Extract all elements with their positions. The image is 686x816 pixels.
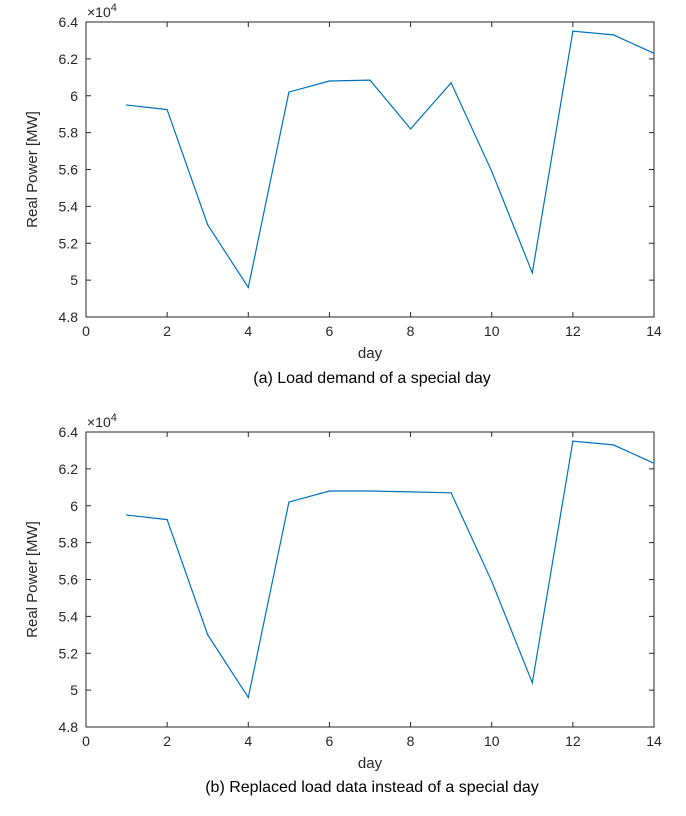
- data-point: [572, 30, 574, 32]
- data-point: [450, 492, 452, 494]
- data-point: [125, 104, 128, 106]
- x-tick-label: 12: [565, 733, 581, 749]
- plot-area-box: [85, 431, 655, 728]
- data-point: [369, 490, 371, 492]
- y-tick-label: 6.2: [59, 51, 79, 67]
- data-point: [247, 696, 249, 699]
- figure-caption: (a) Load demand of a special day: [253, 370, 490, 387]
- data-point: [369, 79, 371, 81]
- y-tick-label: 5.8: [59, 535, 79, 551]
- data-point: [572, 440, 574, 442]
- data-point: [491, 170, 493, 172]
- x-tick-label: 8: [407, 733, 415, 749]
- y-tick-label: 4.8: [59, 719, 79, 735]
- data-point: [247, 286, 249, 289]
- data-point: [166, 108, 168, 111]
- figure-caption: (b) Replaced load data instead of a spec…: [205, 779, 539, 796]
- data-point: [531, 272, 533, 274]
- data-point: [207, 634, 209, 636]
- y-axis-multiplier: ×104: [87, 412, 117, 430]
- x-tick-label: 6: [326, 323, 334, 339]
- y-axis-label: Real Power [MW]: [24, 111, 41, 228]
- data-point: [612, 444, 615, 446]
- x-tick-label: 0: [82, 323, 90, 339]
- y-axis-multiplier: ×104: [87, 2, 117, 20]
- y-tick-label: 6: [70, 88, 78, 104]
- chart-b: 0 2 4 6 8 10 12 14 4.8 5 5.2 5.4 5.6 5.8 6 6.2 6.4 ×104 da…: [24, 412, 662, 796]
- x-tick-label: 4: [244, 323, 252, 339]
- x-tick-label: 10: [484, 733, 500, 749]
- y-tick-label: 5.2: [59, 645, 79, 661]
- data-point: [409, 128, 412, 130]
- data-point: [125, 514, 128, 516]
- chart-a: 0 2 4 6 8 10 12 14 4.8 5 5.2 5.4 5.6 5.8 6 6.2 6.4 ×104 da…: [24, 2, 662, 387]
- y-tick-label: 5.2: [59, 235, 79, 251]
- x-axis-label: day: [358, 345, 383, 362]
- data-point: [328, 80, 331, 82]
- data-point: [288, 91, 290, 93]
- y-tick-label: 6.2: [59, 461, 79, 477]
- y-tick-label: 4.8: [59, 309, 79, 325]
- data-point: [207, 224, 209, 226]
- data-point: [612, 34, 615, 36]
- y-tick-label: 5: [70, 682, 78, 698]
- data-point: [288, 501, 290, 503]
- plot-area-box: [85, 21, 655, 318]
- y-tick-label: 6.4: [59, 14, 79, 30]
- data-point: [328, 490, 331, 492]
- data-point: [531, 682, 533, 684]
- y-tick-label: 5.4: [59, 608, 79, 624]
- x-tick-label: 2: [163, 733, 171, 749]
- x-tick-label: 14: [646, 323, 662, 339]
- y-tick-label: 6: [70, 498, 78, 514]
- y-tick-label: 5.6: [59, 162, 79, 178]
- x-tick-label: 6: [326, 733, 334, 749]
- data-point: [653, 52, 655, 54]
- x-tick-label: 10: [484, 323, 500, 339]
- data-point: [491, 580, 493, 582]
- series-line: [126, 440, 655, 700]
- x-tick-label: 2: [163, 323, 171, 339]
- x-axis-label: day: [358, 755, 383, 772]
- x-tick-label: 4: [244, 733, 252, 749]
- data-point: [450, 82, 452, 84]
- y-tick-label: 5: [70, 272, 78, 288]
- data-point: [409, 491, 412, 493]
- y-tick-label: 5.4: [59, 198, 79, 214]
- y-axis-label: Real Power [MW]: [24, 521, 41, 638]
- x-tick-label: 0: [82, 733, 90, 749]
- data-point: [653, 462, 655, 464]
- x-tick-label: 14: [646, 733, 662, 749]
- x-tick-label: 12: [565, 323, 581, 339]
- y-tick-label: 6.4: [59, 424, 79, 440]
- data-point: [166, 518, 168, 521]
- y-tick-label: 5.8: [59, 125, 79, 141]
- x-tick-label: 8: [407, 323, 415, 339]
- y-tick-label: 5.6: [59, 572, 79, 588]
- series-line: [126, 30, 655, 290]
